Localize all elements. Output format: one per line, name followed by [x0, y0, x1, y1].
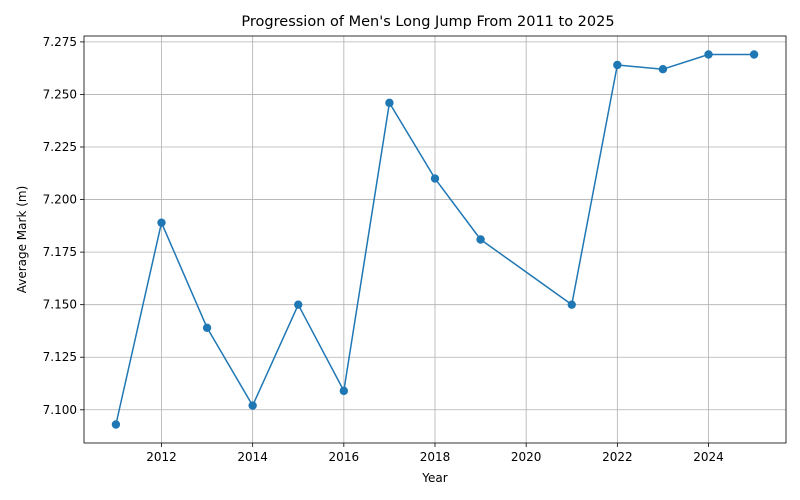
x-tick-label: 2012: [146, 450, 177, 464]
data-point-2018: [430, 174, 440, 183]
data-point-2025: [749, 50, 759, 59]
data-point-2022: [613, 60, 622, 70]
data-point-2014: [248, 401, 257, 410]
data-point-2013: [202, 323, 212, 332]
series-group: [111, 50, 759, 429]
data-point-2019: [476, 235, 485, 244]
x-tick-label: 2022: [602, 450, 633, 464]
x-tick-label: 2014: [237, 450, 268, 464]
grid: [84, 36, 786, 443]
data-point-2011: [111, 420, 121, 429]
data-point-2024: [704, 50, 713, 59]
plot-frame: [83, 35, 787, 444]
y-tick-label: 7.250: [43, 87, 77, 101]
y-tick-label: 7.225: [43, 140, 77, 154]
x-tick-label: 2024: [693, 450, 724, 464]
chart-title: Progression of Men's Long Jump From 2011…: [241, 14, 614, 30]
y-axis-label: Average Mark (m): [15, 186, 29, 294]
data-point-2017: [385, 98, 394, 108]
data-point-2012: [157, 218, 166, 227]
data-point-2021: [567, 300, 576, 309]
x-axis-ticks: 2012 2014 2016 2018 2020 2022 2024: [146, 443, 724, 464]
y-tick-label: 7.275: [43, 35, 77, 49]
x-tick-label: 2018: [420, 450, 451, 464]
y-tick-label: 7.150: [43, 298, 77, 312]
x-axis-label: Year: [421, 471, 447, 485]
y-tick-label: 7.100: [43, 403, 77, 417]
y-tick-label: 7.125: [43, 350, 77, 364]
y-tick-label: 7.200: [43, 193, 77, 207]
series-line: [115, 53, 755, 425]
data-point-2015: [294, 300, 303, 309]
data-point-2016: [339, 386, 349, 396]
data-point-2023: [658, 65, 668, 74]
x-tick-label: 2016: [329, 450, 360, 464]
x-tick-label: 2020: [511, 450, 542, 464]
y-tick-label: 7.175: [43, 245, 77, 259]
y-axis-ticks: 7.100 7.125 7.150 7.175 7.200 7.225 7.250 7.275: [43, 35, 84, 417]
